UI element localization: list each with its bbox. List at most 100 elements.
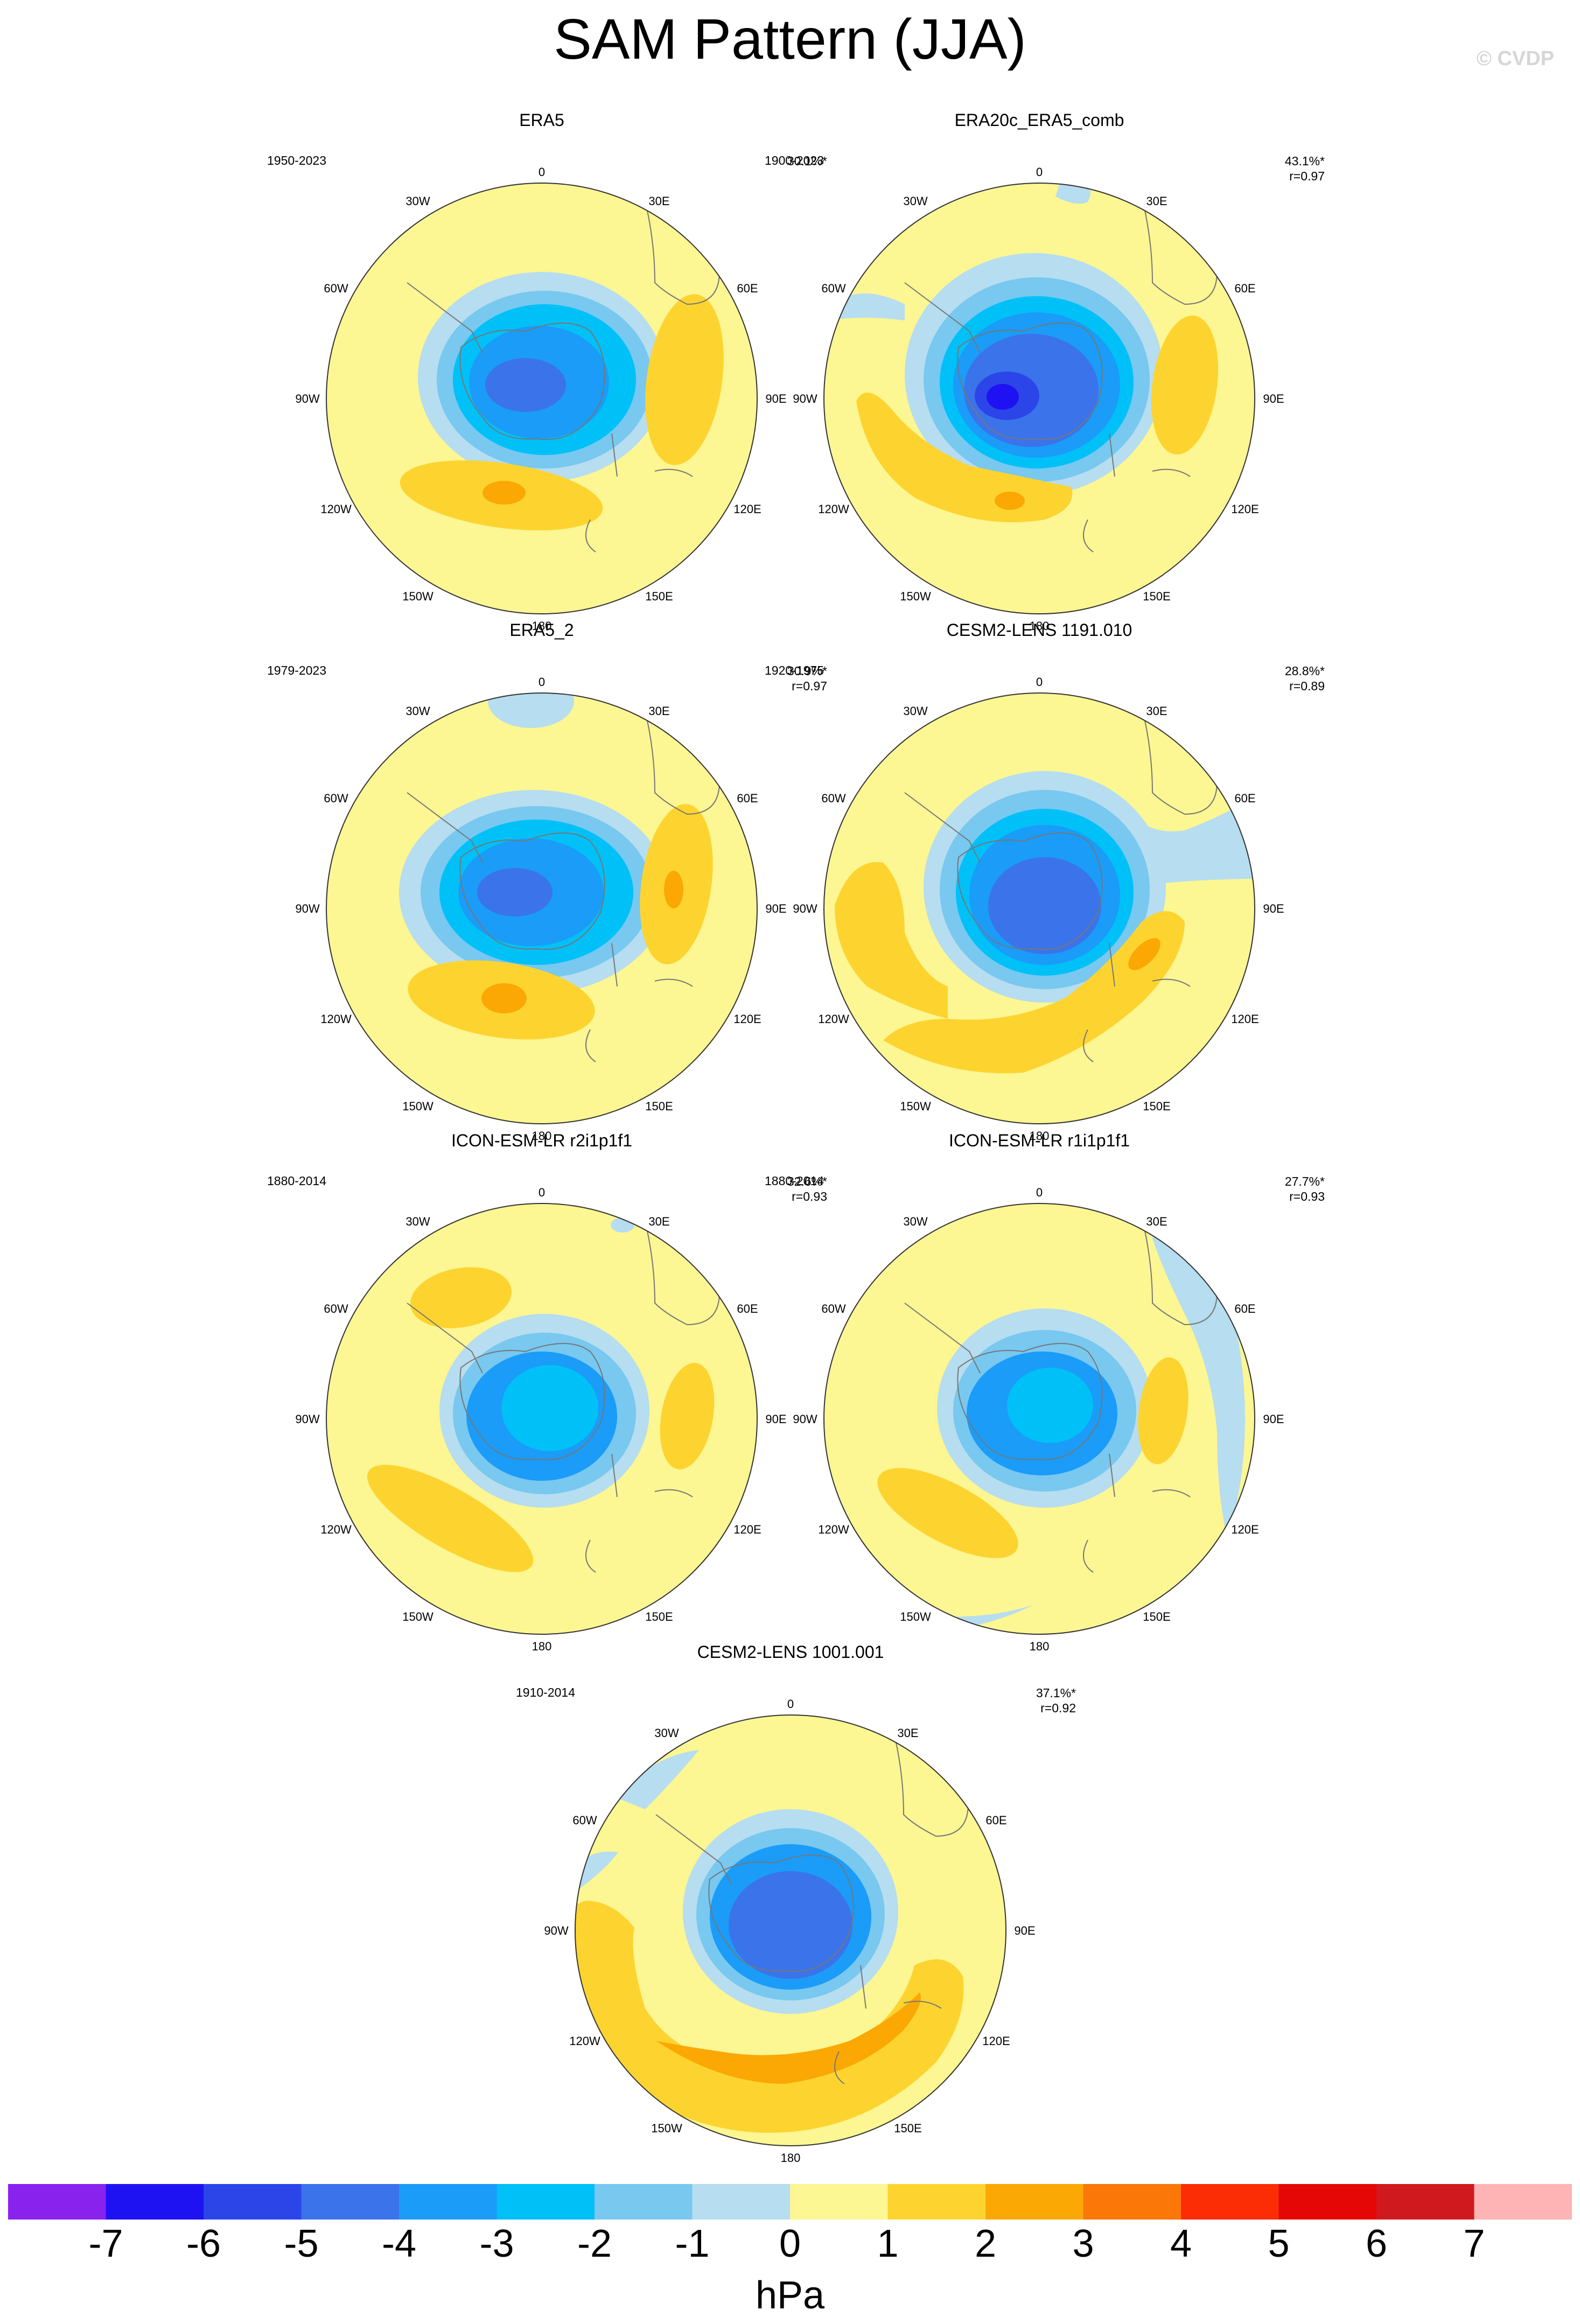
contour-minus-4 xyxy=(988,857,1101,954)
lon-label: 0 xyxy=(539,165,545,179)
coastlines xyxy=(904,196,1218,552)
colorbar-tick-label: 6 xyxy=(1365,2222,1388,2265)
colorbar-tick-label: 7 xyxy=(1463,2222,1485,2265)
panel-title: ICON-ESM-LR r1i1p1f1 xyxy=(948,1131,1130,1150)
lon-label: 150W xyxy=(402,590,434,603)
lon-label: 90E xyxy=(765,1412,786,1426)
lon-label: 30E xyxy=(897,1726,918,1740)
variance-explained: 32.6%* xyxy=(787,1174,827,1188)
variance-explained: 43.1%* xyxy=(1284,154,1325,168)
map-frame xyxy=(823,692,1255,1124)
map-frame xyxy=(326,183,758,614)
lon-label: 90W xyxy=(793,392,817,405)
lon-label: 150W xyxy=(402,1100,434,1113)
coastline-antarctica xyxy=(957,323,1103,440)
contour-minus-2 xyxy=(1007,1368,1093,1443)
lon-label: 90W xyxy=(295,902,319,915)
lon-label: 180 xyxy=(1030,619,1050,633)
coastline-antarctica xyxy=(957,1343,1103,1461)
coastlines xyxy=(655,1728,969,2084)
pattern-correlation: r=0.97 xyxy=(1289,169,1325,183)
longitude-labels: 0 30E 60E 90E 120E 150E 180 150W 120W 90… xyxy=(793,1186,1284,1653)
lon-label: 150E xyxy=(1143,590,1170,603)
colorbar-segment xyxy=(790,2184,888,2220)
lon-label: 60E xyxy=(1234,1302,1255,1315)
coastlines xyxy=(407,1216,720,1573)
coastlines xyxy=(904,706,1218,1062)
panel-period: 1950-2023 xyxy=(267,153,326,167)
contour-plus-1 xyxy=(1151,315,1219,455)
panel-title: ICON-ESM-LR r2i1p1f1 xyxy=(451,1131,633,1150)
panel-period: 1920-1975 xyxy=(765,663,824,677)
coastline-antarctica xyxy=(459,323,605,440)
pattern-correlation: r=0.89 xyxy=(1289,679,1325,693)
lon-label: 0 xyxy=(539,675,545,689)
contour-plus-1 xyxy=(856,393,1073,522)
map-frame xyxy=(823,183,1255,614)
longitude-labels: 0 30E 60E 90E 120E 150E 180 150W 120W 90… xyxy=(295,165,786,633)
map-panel-era5-2: ERA5_2 1979-2023 30.9%* r=0.97 0 30E 60E xyxy=(246,620,838,1164)
lon-label: 0 xyxy=(539,1186,545,1199)
coastline-antarctica xyxy=(459,1343,605,1461)
lon-label: 60W xyxy=(324,792,348,805)
lon-label: 30E xyxy=(1146,1215,1167,1228)
lon-label: 90E xyxy=(765,902,786,915)
variance-explained: 37.1%* xyxy=(1036,1686,1076,1700)
lon-label: 180 xyxy=(532,1640,552,1653)
polar-map: 0 30E 60E 90E 120E 150E 180 150W 120W 90… xyxy=(793,675,1284,1143)
lon-label: 120W xyxy=(320,1523,352,1536)
colorbar-tick-label: 4 xyxy=(1170,2222,1192,2265)
colorbar-segment xyxy=(497,2184,595,2220)
colorbar-tick-label: -2 xyxy=(577,2222,612,2265)
panel-title: ERA5 xyxy=(519,110,564,130)
lon-label: 150W xyxy=(900,1610,931,1623)
longitude-labels: 0 30E 60E 90E 120E 150E 180 150W 120W 90… xyxy=(295,675,786,1143)
lon-label: 120E xyxy=(733,1523,761,1536)
contour-plus-2 xyxy=(483,481,526,505)
lon-label: 60E xyxy=(737,282,758,295)
lon-label: 180 xyxy=(1030,1129,1050,1143)
contour-minus-4 xyxy=(729,1871,852,1979)
lon-label: 120W xyxy=(818,1523,849,1536)
lon-label: 120W xyxy=(818,1012,849,1026)
lon-label: 30E xyxy=(1146,194,1167,208)
panel-stats: 32.6%* r=0.93 xyxy=(787,1174,827,1204)
lon-label: 90E xyxy=(1263,392,1284,405)
panel-period: 1979-2023 xyxy=(267,663,326,677)
contour-plus-1 xyxy=(660,1363,715,1469)
lon-label: 60W xyxy=(821,282,845,295)
contour-minus-05 xyxy=(1077,793,1255,954)
colorbar-segment xyxy=(887,2184,986,2220)
contour-plus-1 xyxy=(883,911,1185,1074)
colorbar-segment xyxy=(1278,2184,1377,2220)
lon-label: 120E xyxy=(1231,502,1259,516)
lon-label: 0 xyxy=(1036,1186,1043,1199)
lon-label: 30W xyxy=(903,704,927,718)
pattern-correlation: r=0.93 xyxy=(792,1189,827,1203)
contour-minus-05 xyxy=(1206,183,1244,272)
map-frame xyxy=(823,1203,1255,1635)
colorbar-tick-label: 0 xyxy=(779,2222,801,2265)
panel-stats: 43.1%* r=0.97 xyxy=(1285,153,1325,184)
colorbar-unit: hPa xyxy=(755,2274,825,2317)
lon-label: 150W xyxy=(900,1100,931,1113)
colorbar-tick-label: -6 xyxy=(186,2222,221,2265)
longitude-labels: 0 30E 60E 90E 120E 150E 180 150W 120W 90… xyxy=(544,1697,1035,2165)
panel-stats: 30.9%* r=0.97 xyxy=(787,663,827,694)
lon-label: 60E xyxy=(737,792,758,805)
contour-plus-2 xyxy=(664,871,683,908)
lon-label: 150E xyxy=(1143,1610,1170,1623)
lon-label: 120E xyxy=(1231,1012,1259,1026)
contour-plus-1 xyxy=(645,294,724,465)
panel-stats: 27.7%* r=0.93 xyxy=(1285,1174,1325,1204)
colorbar-segment xyxy=(985,2184,1083,2220)
lon-label: 60W xyxy=(572,1814,597,1827)
lon-label: 90E xyxy=(765,392,786,405)
polar-map: 0 30E 60E 90E 120E 150E 180 150W 120W 90… xyxy=(793,165,1284,633)
contour-minus-4 xyxy=(485,358,566,412)
watermark: © CVDP xyxy=(1476,47,1554,70)
panel-stats: 28.8%* r=0.89 xyxy=(1285,663,1325,694)
lon-label: 60E xyxy=(985,1814,1006,1827)
lon-label: 150W xyxy=(402,1610,434,1623)
lon-label: 0 xyxy=(787,1697,794,1711)
